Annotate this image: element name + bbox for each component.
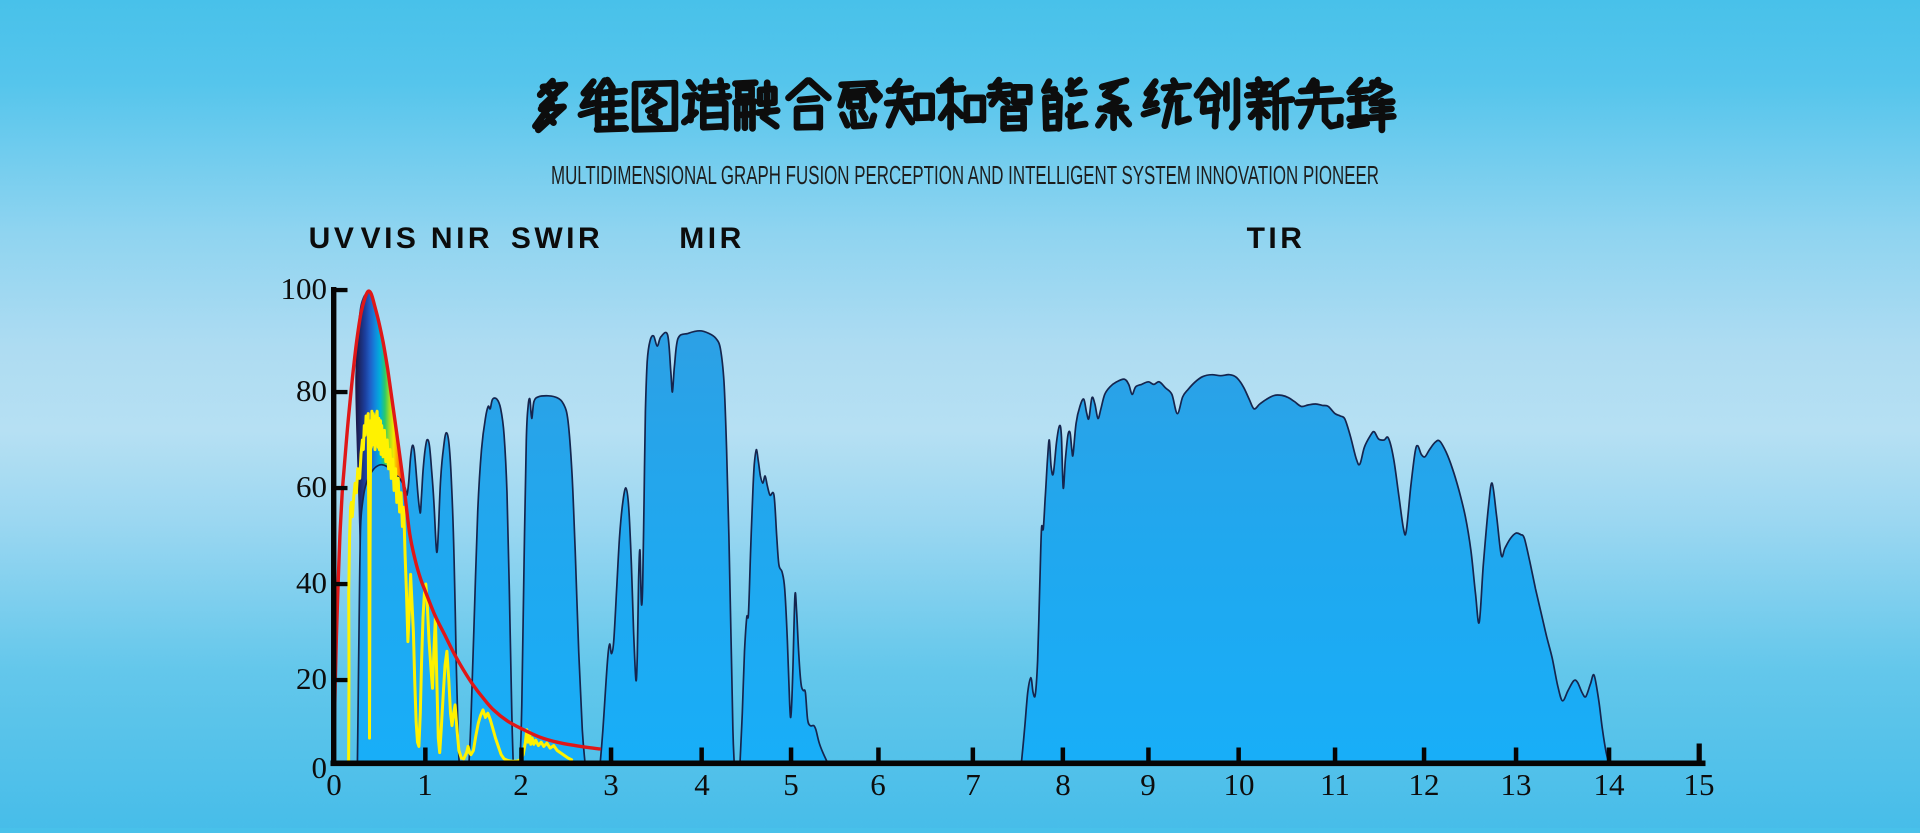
svg-text:100: 100 <box>281 271 328 306</box>
svg-text:5: 5 <box>783 767 799 802</box>
svg-text:2: 2 <box>513 767 529 802</box>
svg-text:12: 12 <box>1409 767 1440 802</box>
svg-text:13: 13 <box>1501 767 1532 802</box>
svg-text:SWIR: SWIR <box>511 222 603 255</box>
svg-text:6: 6 <box>870 767 886 802</box>
svg-text:TIR: TIR <box>1247 222 1306 255</box>
svg-text:9: 9 <box>1140 767 1156 802</box>
svg-text:4: 4 <box>694 767 710 802</box>
svg-text:8: 8 <box>1055 767 1071 802</box>
svg-text:14: 14 <box>1594 767 1626 802</box>
svg-text:40: 40 <box>296 565 327 600</box>
svg-text:80: 80 <box>296 373 327 408</box>
svg-text:60: 60 <box>296 469 327 504</box>
svg-text:10: 10 <box>1224 767 1255 802</box>
svg-text:0: 0 <box>326 767 342 802</box>
svg-text:UV: UV <box>309 222 358 255</box>
svg-text:MULTIDIMENSIONAL GRAPH FUSION: MULTIDIMENSIONAL GRAPH FUSION PERCEPTION… <box>551 160 1379 190</box>
svg-text:7: 7 <box>965 767 981 802</box>
svg-text:20: 20 <box>296 661 327 696</box>
svg-text:MIR: MIR <box>679 222 745 255</box>
svg-text:15: 15 <box>1684 767 1715 802</box>
svg-text:3: 3 <box>603 767 619 802</box>
svg-text:VIS: VIS <box>361 222 420 255</box>
svg-text:11: 11 <box>1320 767 1350 802</box>
svg-text:1: 1 <box>417 767 433 802</box>
svg-text:NIR: NIR <box>431 222 493 255</box>
svg-text:0: 0 <box>312 750 328 785</box>
